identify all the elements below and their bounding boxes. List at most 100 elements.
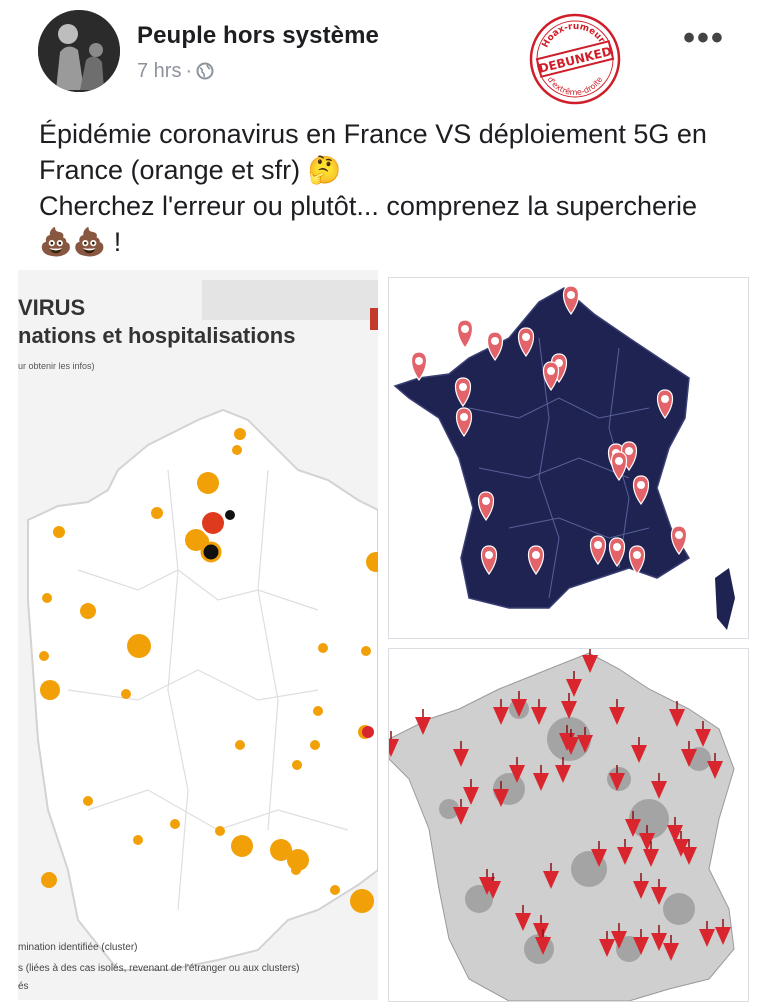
cluster-marker bbox=[330, 885, 340, 895]
map-pin-icon bbox=[410, 351, 428, 382]
map-marker-icon bbox=[633, 873, 649, 899]
map-pin-icon bbox=[632, 475, 650, 506]
map-marker-icon bbox=[453, 799, 469, 825]
map-pin-icon bbox=[562, 285, 580, 316]
cluster-marker bbox=[270, 839, 292, 861]
map-marker-icon bbox=[509, 757, 525, 783]
post-text-line-1: Épidémie coronavirus en France VS déploi… bbox=[39, 119, 707, 149]
map-pin-icon bbox=[670, 525, 688, 556]
map-pin-icon bbox=[608, 537, 626, 568]
cluster-marker bbox=[361, 646, 371, 656]
legend-line-1: mination identifiée (cluster) bbox=[18, 942, 138, 953]
cluster-marker bbox=[350, 889, 374, 913]
coronavirus-map-photo[interactable]: VIRUS nations et hospitalisations ur obt… bbox=[18, 270, 378, 1000]
map-marker-icon bbox=[651, 925, 667, 951]
map-marker-icon bbox=[609, 765, 625, 791]
cluster-marker bbox=[151, 507, 163, 519]
map-marker-icon bbox=[643, 841, 659, 867]
cluster-marker bbox=[121, 689, 131, 699]
map-marker-icon bbox=[485, 873, 501, 899]
map-marker-icon bbox=[695, 721, 711, 747]
globe-icon bbox=[196, 62, 214, 86]
cluster-markers bbox=[39, 428, 378, 913]
cluster-marker bbox=[291, 865, 301, 875]
cluster-marker bbox=[287, 849, 309, 871]
map-marker-icon bbox=[561, 693, 577, 719]
map-marker-icon bbox=[669, 701, 685, 727]
more-options-icon[interactable]: ••• bbox=[683, 19, 725, 57]
map-pin-icon bbox=[610, 451, 628, 482]
cluster-marker bbox=[292, 760, 302, 770]
cluster-marker bbox=[39, 651, 49, 661]
cluster-marker bbox=[133, 835, 143, 845]
meta-separator: · bbox=[185, 60, 193, 82]
legend-line-2: s (liées à des cas isolés, revenant de l… bbox=[18, 963, 300, 974]
5g-markers-coverage bbox=[389, 649, 731, 961]
map-pin-icon bbox=[517, 327, 535, 358]
cluster-marker bbox=[170, 819, 180, 829]
map-pin-icon bbox=[542, 361, 560, 392]
cluster-marker bbox=[231, 835, 253, 857]
map-pin-icon bbox=[477, 491, 495, 522]
map-marker-icon bbox=[699, 921, 715, 947]
cluster-marker bbox=[313, 706, 323, 716]
map-marker-icon bbox=[533, 765, 549, 791]
cluster-marker bbox=[318, 643, 328, 653]
post-text-line-3: Cherchez l'erreur ou plutôt... comprenez… bbox=[39, 191, 697, 221]
map-pin-icon bbox=[456, 319, 474, 350]
author-name[interactable]: Peuple hors système bbox=[137, 22, 380, 49]
cluster-marker bbox=[232, 445, 242, 455]
left-map-subtitle: nations et hospitalisations bbox=[18, 323, 296, 348]
cluster-marker bbox=[235, 740, 245, 750]
cluster-marker bbox=[40, 680, 60, 700]
map-marker-icon bbox=[651, 879, 667, 905]
cluster-marker-major bbox=[225, 510, 235, 520]
map-pin-icon bbox=[455, 407, 473, 438]
map-marker-icon bbox=[535, 929, 551, 955]
cluster-marker bbox=[83, 796, 93, 806]
map-marker-icon bbox=[389, 731, 399, 757]
cluster-marker bbox=[127, 634, 151, 658]
5g-pins-orange-sfr bbox=[410, 285, 688, 576]
map-marker-icon bbox=[591, 841, 607, 867]
map-marker-icon bbox=[631, 737, 647, 763]
map-marker-icon bbox=[651, 773, 667, 799]
map-marker-icon bbox=[493, 781, 509, 807]
map-pin-icon bbox=[486, 331, 504, 362]
map-marker-icon bbox=[463, 779, 479, 805]
map-marker-icon bbox=[531, 699, 547, 725]
post-text-line-2: France (orange et sfr) 🤔 bbox=[39, 155, 342, 185]
map-marker-icon bbox=[681, 741, 697, 767]
map-marker-icon bbox=[681, 839, 697, 865]
map-marker-icon bbox=[582, 649, 598, 673]
map-marker-icon bbox=[611, 923, 627, 949]
map-marker-icon bbox=[667, 817, 683, 843]
map-pin-icon bbox=[589, 535, 607, 566]
cluster-marker bbox=[42, 593, 52, 603]
map-marker-icon bbox=[599, 931, 615, 957]
post-time[interactable]: 7 hrs bbox=[137, 60, 182, 82]
map-marker-icon bbox=[617, 839, 633, 865]
map-marker-icon bbox=[625, 811, 641, 837]
map-pin-icon bbox=[656, 389, 674, 420]
5g-coverage-map-grey[interactable] bbox=[388, 648, 749, 1002]
cluster-marker bbox=[197, 472, 219, 494]
author-avatar[interactable] bbox=[38, 10, 120, 92]
cluster-marker-major bbox=[200, 541, 222, 563]
post-meta: 7 hrs · bbox=[137, 60, 214, 86]
cluster-marker bbox=[80, 603, 96, 619]
map-marker-icon bbox=[543, 863, 559, 889]
legend-line-3: és bbox=[18, 981, 29, 992]
cluster-marker bbox=[366, 552, 378, 572]
map-pin-icon bbox=[628, 545, 646, 576]
map-marker-icon bbox=[511, 691, 527, 717]
5g-deployment-map-navy[interactable] bbox=[388, 277, 749, 639]
map-pin-icon bbox=[527, 545, 545, 576]
map-marker-icon bbox=[663, 935, 679, 961]
map-marker-icon bbox=[715, 919, 731, 945]
cluster-marker-major bbox=[202, 512, 224, 534]
map-marker-icon bbox=[415, 709, 431, 735]
cluster-marker bbox=[310, 740, 320, 750]
cluster-marker bbox=[234, 428, 246, 440]
post-text-line-4: 💩💩 ! bbox=[39, 227, 122, 257]
